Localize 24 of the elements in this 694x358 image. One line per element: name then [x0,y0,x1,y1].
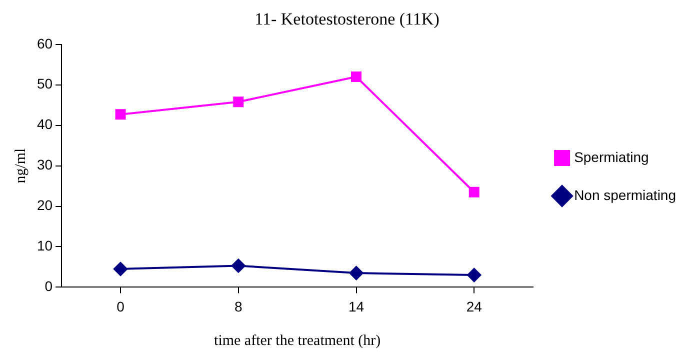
point [468,186,480,198]
y-tick-label: 50 [36,76,53,92]
y-tick-label: 30 [36,156,53,173]
y-tick-label: 60 [36,35,53,52]
x-tick-label: 14 [348,298,364,314]
y-tick-label: 20 [36,197,53,214]
point [351,72,362,82]
y-tick-label: 0 [44,278,53,294]
y-axis-title: ng/ml [12,148,29,184]
y-tick-label: 40 [36,116,53,132]
point [349,266,364,280]
x-axis-title: time after the treatment (hr) [214,332,381,349]
legend-label: Spermiating [574,148,649,165]
chart-title: 11- Ketotestosterone (11K) [254,10,440,29]
point [233,96,244,108]
x-tick-label: 24 [466,298,482,314]
x-tick-label: 0 [116,298,125,314]
point [231,258,246,273]
point [467,268,482,282]
x-tick-label: 8 [234,298,242,314]
legend-label: Non spermiating [574,186,676,203]
point [114,262,128,276]
y-tick-label: 10 [36,238,53,254]
point [115,109,126,120]
